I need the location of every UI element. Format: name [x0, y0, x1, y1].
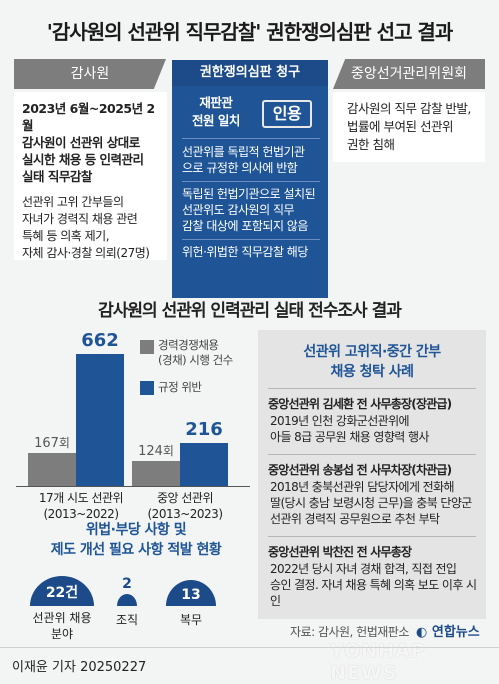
page-title: '감사원의 선관위 직무감찰' 권한쟁의심판 선고 결과 — [46, 20, 453, 44]
audit-detail: 선관위 고위 간부들의 자녀가 경력직 채용 관련 특혜 등 의혹 제기, 자체… — [22, 195, 150, 260]
legend-swatch-violation — [140, 381, 154, 395]
yonhap-logo: ◐ 연합뉴스 — [416, 625, 480, 640]
case-heading: 중앙선관위 송봉섭 전 사무차장(차관급) — [268, 463, 452, 477]
source-credit: 자료: 감사원, 헌법재판소 — [290, 625, 409, 639]
legend-violation-label: 규정 위반 — [158, 380, 202, 394]
watermark: YONHAP NEWS — [330, 640, 426, 684]
legend-swatch-hiring — [140, 340, 154, 354]
ruling-item: 위헌·위법한 직무감찰 해당 — [182, 245, 308, 259]
header-audit-board: 감사원 — [14, 59, 166, 89]
bar-hiring-count — [132, 461, 180, 486]
cases-title: 선관위 고위직·중간 간부 채용 청탁 사례 — [303, 344, 441, 380]
case-heading: 중앙선관위 김세환 전 사무총장(장관급) — [268, 397, 452, 411]
case-body: 2018년 충북선관위 담당자에게 전화해 딸(당시 충남 보령시청 근무)을 … — [270, 480, 472, 526]
divider — [182, 138, 320, 139]
divider — [182, 181, 320, 182]
byline: 이재윤 기자 20250227 — [12, 660, 147, 675]
divider — [268, 388, 476, 389]
solicitation-cases-panel: 선관위 고위직·중간 간부 채용 청탁 사례 중앙선관위 김세환 전 사무총장(… — [258, 330, 486, 619]
bar-chart: 167회 662건 124회 216건 — [0, 320, 258, 520]
ruling-box: 재판관 전원 일치 인용 선관위를 독립적 헌법기관 으로 규정한 의사에 반함… — [172, 86, 328, 298]
finding-label: 조직 — [115, 613, 139, 627]
commission-box: 감사원의 직무 감찰 반발, 법률에 부여된 선관위 권한 침해 — [333, 92, 485, 162]
legend-hiring-label: 경력경쟁채용 (경채) 시행 건수 — [158, 338, 233, 367]
bar-violation-count — [180, 443, 228, 486]
header-election-commission: 중앙선거관리위원회 — [333, 59, 485, 89]
case-body: 2022년 당시 자녀 경채 합격, 직접 전입 승인 결정. 자녀 채용 특혜… — [270, 562, 477, 608]
finding-label: 선관위 채용 분야 — [32, 611, 92, 641]
finding-label: 복무 — [179, 613, 203, 627]
divider — [182, 239, 320, 240]
header-petition: 권한쟁의심판 청구 — [172, 60, 328, 86]
audit-summary: 2023년 6월~2025년 2월 감사원이 선관위 상대로 실시한 채용 등 … — [22, 101, 155, 184]
bar-violation-count — [76, 354, 124, 486]
bar-value-label: 216건 — [185, 419, 223, 459]
footer-divider — [0, 647, 499, 648]
ruling-item: 선관위를 독립적 헌법기관 으로 규정한 의사에 반함 — [182, 145, 305, 175]
case-heading: 중앙선관위 박찬진 전 사무총장 — [268, 545, 412, 559]
divider — [268, 454, 476, 455]
bar-value-label: 662건 — [81, 330, 119, 370]
x-category-label: 17개 시도 선관위 (2013~2022) — [38, 491, 124, 521]
case-body: 2019년 인천 강화군선관위에 아들 8급 공무원 채용 영향력 행사 — [270, 414, 429, 444]
finding-badge-duty: 13 — [166, 580, 216, 606]
section-title: 감사원의 선관위 인력관리 실태 전수조사 결과 — [98, 301, 402, 321]
finding-badge-org — [117, 594, 137, 606]
findings-title: 위법·부당 사항 및 제도 개선 필요 사항 적발 현황 — [50, 522, 222, 558]
bar-value-label: 167회 — [34, 436, 70, 451]
finding-badge-hiring: 22건 — [30, 576, 94, 606]
divider — [268, 536, 476, 537]
bar-hiring-count — [28, 453, 76, 486]
unanimous-label: 재판관 전원 일치 — [192, 95, 240, 128]
x-axis — [16, 486, 250, 487]
bar-value-label: 124회 — [138, 444, 174, 459]
x-category-label: 중앙 선관위 (2013~2023) — [147, 491, 224, 521]
finding-value: 2 — [122, 576, 132, 592]
accepted-stamp: 인용 — [262, 100, 312, 128]
audit-board-box: 2023년 6월~2025년 2월 감사원이 선관위 상대로 실시한 채용 등 … — [14, 92, 167, 260]
ruling-item: 독립된 헌법기관으로 설치된 선관위도 감사원의 직무 감찰 대상에 포함되지 … — [182, 187, 316, 233]
